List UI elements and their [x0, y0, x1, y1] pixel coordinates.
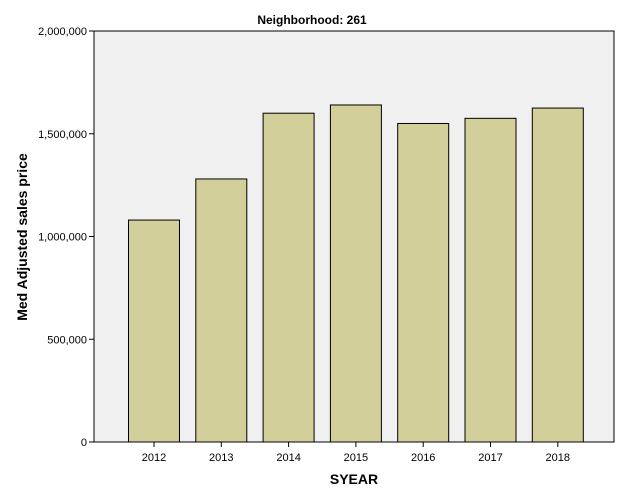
- y-tick-label: 1,000,000: [38, 232, 87, 244]
- x-axis-title: SYEAR: [330, 471, 378, 487]
- x-tick-label: 2015: [344, 452, 368, 464]
- x-tick-label: 2017: [478, 452, 502, 464]
- bar-series: [128, 104, 584, 443]
- x-tick-label: 2014: [276, 452, 300, 464]
- bar-2017: [464, 117, 517, 443]
- x-axis: 2012 2013 2014 2015 2016 2017 2018: [142, 442, 570, 464]
- bar-2018: [531, 107, 584, 443]
- x-tick-label: 2013: [209, 452, 233, 464]
- bar-2012: [128, 219, 180, 443]
- y-tick-label: 0: [81, 437, 87, 449]
- bar-2014: [262, 112, 315, 443]
- bar-2013: [195, 178, 248, 443]
- y-tick-label: 500,000: [47, 334, 87, 346]
- y-axis: 0 500,000 1,000,000 1,500,000 2,000,000: [38, 26, 94, 449]
- chart-title: Neighborhood: 261: [257, 13, 367, 27]
- bar-2015: [329, 104, 382, 443]
- x-tick-label: 2012: [142, 452, 166, 464]
- x-tick-label: 2016: [411, 452, 435, 464]
- y-axis-title: Med Adjusted sales price: [14, 153, 30, 321]
- y-tick-label: 2,000,000: [38, 26, 87, 38]
- y-tick-label: 1,500,000: [38, 129, 87, 141]
- bar-2016: [397, 122, 450, 443]
- x-tick-label: 2018: [546, 452, 570, 464]
